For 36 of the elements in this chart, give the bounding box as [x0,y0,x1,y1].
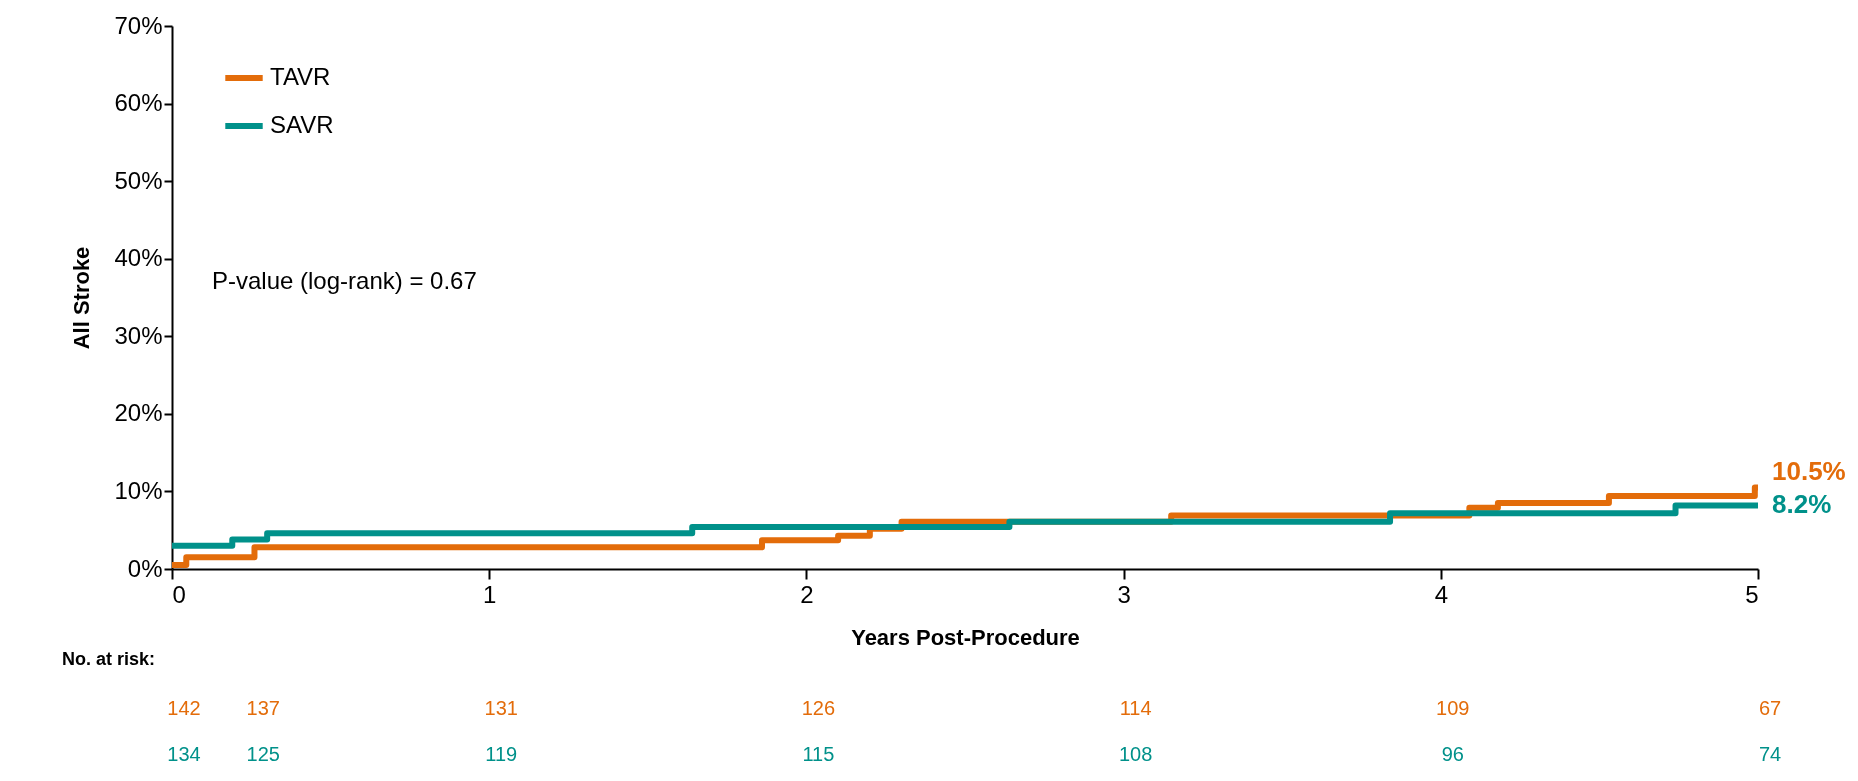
text: 115 [802,743,835,765]
legend-label: SAVR [270,111,334,138]
text: 109 [1436,697,1470,719]
x-tick-label: 3 [1117,580,1131,608]
y-axis-title: All Stroke [69,246,95,350]
annotation: 8.2% [1772,489,1832,520]
x-axis-title: Years Post-Procedure [851,624,1080,650]
text: 96 [1441,743,1464,765]
annotation: P-value (log-rank) = 0.67 [212,267,477,294]
text: 131 [484,697,518,719]
text: 134 [167,743,201,765]
legend-label: TAVR [270,63,331,90]
text: 67 [1758,697,1782,719]
text: 108 [1118,743,1153,765]
x-tick-label: 5 [1745,580,1759,608]
text: 114 [1119,697,1152,719]
annotation: 10.5% [1772,455,1846,486]
text: 142 [167,697,201,719]
y-tick-label: 10% [114,476,163,504]
text: No. at risk: [62,649,156,669]
x-tick-label: 4 [1434,580,1448,608]
y-tick-label: 70% [114,11,163,39]
y-tick-label: 40% [114,244,163,272]
y-tick-label: 50% [114,166,163,194]
x-tick-label: 2 [800,580,814,608]
x-tick-label: 0 [172,580,186,608]
y-tick-label: 20% [114,399,163,427]
text: 126 [801,697,836,719]
y-tick-label: 30% [114,321,163,349]
text: 74 [1758,743,1782,765]
text: 125 [246,743,280,765]
text: 137 [246,697,280,719]
x-tick-label: 1 [483,580,497,608]
y-tick-label: 60% [114,89,163,117]
text: 119 [485,743,518,765]
y-tick-label: 0% [127,554,163,582]
